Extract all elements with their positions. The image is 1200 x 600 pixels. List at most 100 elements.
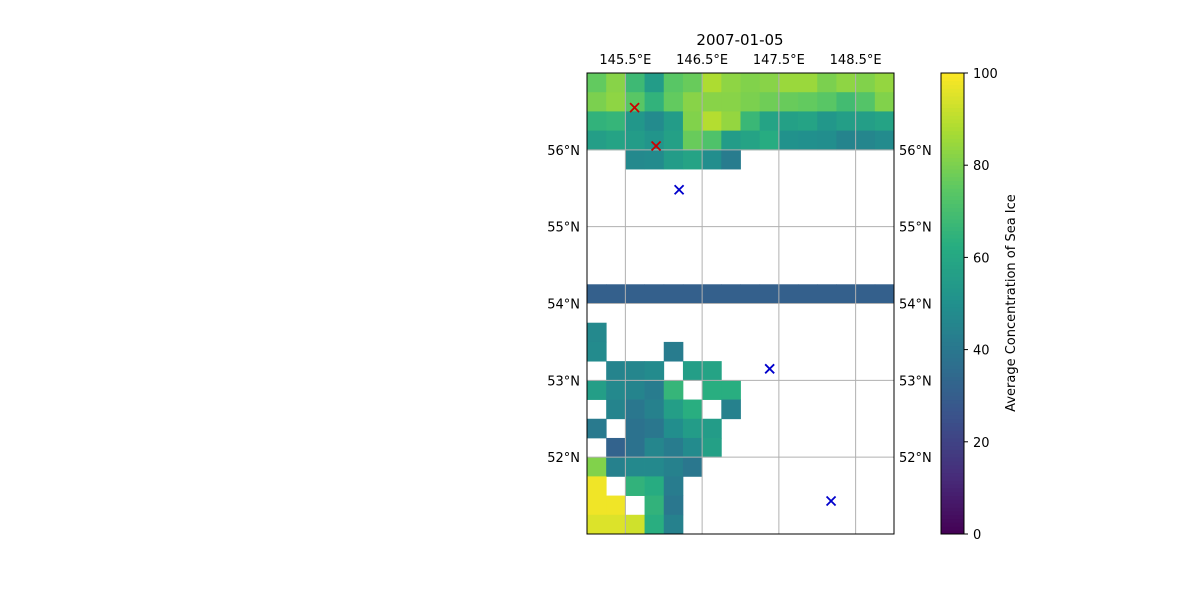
heatmap-cell xyxy=(606,284,626,304)
colorbar-label: Average Concentration of Sea Ice xyxy=(1004,194,1019,412)
heatmap-cell xyxy=(606,437,626,458)
colorbar-segment xyxy=(941,103,964,109)
heatmap-cell xyxy=(625,399,645,420)
colorbar-segment xyxy=(941,407,964,412)
heatmap-cell xyxy=(682,437,703,458)
colorbar-segment xyxy=(941,468,964,474)
heatmap-cell xyxy=(663,495,684,516)
colorbar-segment xyxy=(941,157,964,162)
colorbar-ticks: 0 20 40 60 80 100 xyxy=(964,67,998,543)
colorbar-segment xyxy=(941,280,964,285)
markers xyxy=(629,102,837,507)
colorbar-segment xyxy=(941,322,964,328)
heatmap-cell xyxy=(778,111,799,132)
heatmap-cell xyxy=(625,418,645,439)
colorbar-segment xyxy=(941,295,964,301)
heatmap-cell xyxy=(778,92,799,112)
colorbar-segment xyxy=(941,414,964,420)
y-tick-label-right: 52°N xyxy=(899,451,932,466)
cross-marker xyxy=(629,102,640,113)
colorbar-segment xyxy=(941,176,964,182)
colorbar-segment xyxy=(941,437,964,443)
y-tick-label-left: 55°N xyxy=(547,221,580,236)
colorbar-segment xyxy=(941,288,964,293)
colorbar-segment xyxy=(941,526,964,531)
colorbar-segment xyxy=(941,514,964,520)
heatmap-cell xyxy=(625,361,645,381)
heatmap-cell xyxy=(663,380,684,400)
colorbar xyxy=(940,72,965,535)
colorbar-segment xyxy=(941,315,964,320)
colorbar-segment xyxy=(941,96,964,101)
y-tick-label-left: 52°N xyxy=(547,451,580,466)
chart-title: 2007-01-05 xyxy=(696,31,783,49)
heatmap-cell xyxy=(644,476,665,496)
colorbar-segment xyxy=(941,349,964,354)
colorbar-segment xyxy=(941,230,964,235)
colorbar-segment xyxy=(941,111,964,116)
colorbar-segment xyxy=(941,165,964,170)
heatmap-cell xyxy=(606,514,626,535)
colorbar-segment xyxy=(941,418,964,424)
colorbar-segment xyxy=(941,142,964,147)
x-tick-label: 147.5°E xyxy=(753,53,805,68)
colorbar-segment xyxy=(941,145,964,151)
y-tick-label-left: 56°N xyxy=(547,144,580,159)
colorbar-segment xyxy=(941,434,964,439)
colorbar-segment xyxy=(941,265,964,270)
heatmap-cell xyxy=(702,361,722,381)
colorbar-segment xyxy=(941,222,964,228)
colorbar-segment xyxy=(941,422,964,427)
colorbar-segment xyxy=(941,161,964,166)
heatmap-cell xyxy=(759,92,780,112)
heatmap-cell xyxy=(721,111,741,132)
colorbar-segment xyxy=(941,303,964,308)
colorbar-segment xyxy=(941,257,964,262)
y-tick-label-left: 53°N xyxy=(547,374,580,389)
colorbar-segment xyxy=(941,372,964,377)
heatmap-cell xyxy=(587,457,607,477)
heatmap-cell xyxy=(817,130,837,151)
y-tick-labels: 52°N 52°N 53°N 53°N 54°N 54°N 55°N 55°N 56°N 56°N xyxy=(547,144,932,466)
colorbar-segment xyxy=(941,80,964,86)
heatmap-cell xyxy=(855,130,876,151)
cross-marker xyxy=(825,495,837,507)
heatmap-cell xyxy=(663,284,684,304)
heatmap-cell xyxy=(682,130,703,151)
heatmap-cell xyxy=(587,418,607,439)
heatmap-cell xyxy=(625,92,645,112)
colorbar-segment xyxy=(941,464,964,470)
heatmap-cell xyxy=(682,399,703,420)
heatmap-cell xyxy=(721,284,741,304)
colorbar-segment xyxy=(941,472,964,477)
heatmap-cell xyxy=(855,111,876,132)
colorbar-segment xyxy=(941,495,964,500)
heatmap-cell xyxy=(625,437,645,458)
y-tick-label-right: 55°N xyxy=(899,221,932,236)
colorbar-segment xyxy=(941,326,964,331)
heatmap-cell xyxy=(740,130,761,151)
heatmap-cell xyxy=(682,361,703,381)
colorbar-segment xyxy=(941,457,964,462)
colorbar-frame xyxy=(940,72,965,535)
colorbar-tick-label: 80 xyxy=(973,159,990,174)
colorbar-segment xyxy=(941,380,964,385)
heatmap-cell xyxy=(606,457,626,477)
colorbar-segment xyxy=(941,299,964,304)
heatmap-cell xyxy=(759,111,780,132)
y-tick-label-right: 53°N xyxy=(899,374,932,389)
heatmap-cell xyxy=(798,111,818,132)
heatmap-cell xyxy=(702,380,722,400)
colorbar-segment xyxy=(941,207,964,212)
colorbar-segment xyxy=(941,188,964,193)
colorbar-segment xyxy=(941,234,964,239)
heatmap-cell xyxy=(874,111,895,132)
heatmap-cell xyxy=(663,476,684,496)
colorbar-segment xyxy=(941,403,964,408)
heatmap-cell xyxy=(625,111,645,132)
heatmap-cell xyxy=(625,380,645,400)
heatmap-cell xyxy=(702,149,722,170)
colorbar-segment xyxy=(941,115,964,120)
heatmap-cell xyxy=(587,380,607,400)
heatmap-cell xyxy=(644,111,665,132)
